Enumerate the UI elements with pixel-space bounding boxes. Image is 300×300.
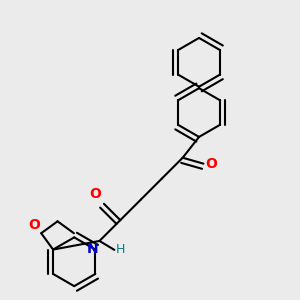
Text: O: O: [28, 218, 40, 232]
Text: O: O: [89, 187, 101, 201]
Text: N: N: [86, 242, 98, 256]
Text: O: O: [205, 157, 217, 171]
Text: H: H: [116, 243, 125, 256]
